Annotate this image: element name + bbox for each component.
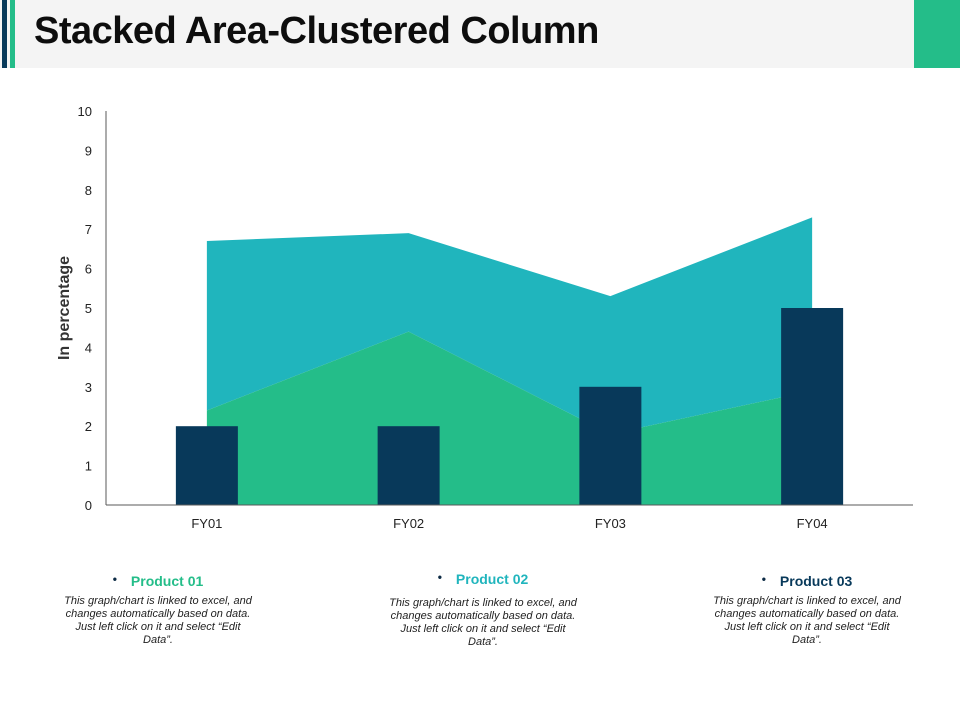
- x-tick-label-fy01: FY01: [191, 516, 222, 531]
- bullet-icon: •: [761, 572, 766, 586]
- y-tick-label-6: 6: [85, 262, 92, 277]
- x-tick-label-fy02: FY02: [393, 516, 424, 531]
- title-accent-green: [10, 0, 15, 68]
- bar-fy02: [377, 426, 440, 505]
- legend-product-03-heading: • Product 03: [692, 572, 922, 589]
- y-tick-label-9: 9: [85, 143, 92, 158]
- y-tick-label-1: 1: [85, 459, 92, 474]
- area-product-01: [206, 331, 813, 505]
- stacked-area-column-chart: 0 1 2 3 4 5 6 7 8 9 10 FY01 FY02 FY03 FY04 In percenta…: [56, 104, 913, 531]
- legend-product-02-heading: • Product 02: [368, 570, 598, 587]
- y-tick-label-8: 8: [85, 183, 92, 198]
- legend-product-03-label: Product 03: [779, 573, 853, 589]
- legend-product-01-heading: • Product 01: [43, 572, 273, 589]
- y-tick-label-4: 4: [85, 340, 92, 355]
- y-tick-label-0: 0: [85, 498, 92, 513]
- legend-product-02-description: This graph/chart is linked to excel, and…: [389, 597, 577, 648]
- bullet-icon: •: [437, 570, 442, 584]
- legend-product-02-label: Product 02: [455, 571, 529, 587]
- legend-product-03: • Product 03 This graph/chart is linked t…: [692, 572, 922, 647]
- legend-product-02: • Product 02 This graph/chart is linked t…: [368, 570, 598, 649]
- bar-fy04: [781, 308, 844, 505]
- legend-product-03-description: This graph/chart is linked to excel, and…: [713, 595, 901, 646]
- area-product-02: [206, 217, 813, 435]
- axes-group: 0 1 2 3 4 5 6 7 8 9 10 FY01 FY02 FY03 FY04: [78, 104, 913, 531]
- title-accent-dark: [2, 0, 7, 68]
- y-axis-title: In percentage: [56, 256, 73, 360]
- title-accent-right: [914, 0, 960, 68]
- slide-title: Stacked Area-Clustered Column: [34, 10, 599, 52]
- y-tick-label-2: 2: [85, 419, 92, 434]
- y-tick-label-7: 7: [85, 222, 92, 237]
- legend-product-01-label: Product 01: [130, 573, 204, 589]
- legend-product-01-description: This graph/chart is linked to excel, and…: [64, 595, 252, 646]
- bullet-icon: •: [112, 572, 117, 586]
- column-series-group: [175, 308, 844, 505]
- bar-fy01: [175, 426, 238, 505]
- bar-fy03: [579, 386, 642, 505]
- x-tick-label-fy04: FY04: [797, 516, 828, 531]
- y-tick-label-3: 3: [85, 380, 92, 395]
- x-tick-label-fy03: FY03: [595, 516, 626, 531]
- y-tick-label-5: 5: [85, 301, 92, 316]
- title-bar: [0, 0, 915, 68]
- legend-product-01: • Product 01 This graph/chart is linked t…: [43, 572, 273, 647]
- area-series-group: [206, 217, 813, 505]
- y-tick-label-10: 10: [78, 104, 92, 119]
